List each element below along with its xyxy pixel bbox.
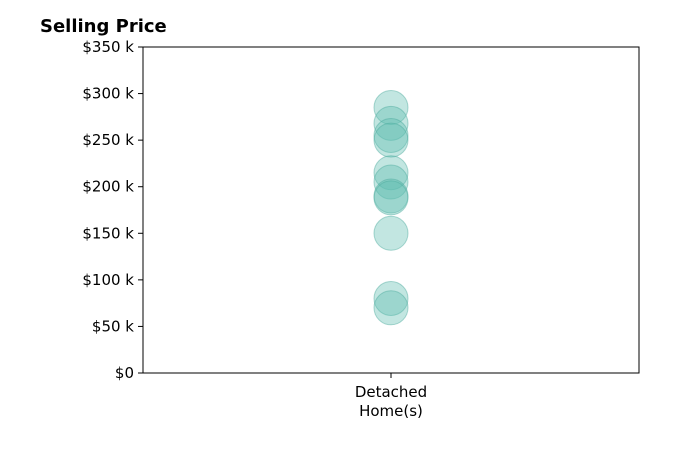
data-point [373, 178, 409, 214]
data-point [373, 215, 409, 251]
y-tick-label: $150 k [82, 224, 134, 242]
x-axis: Detached Home(s) [355, 373, 427, 420]
data-point [373, 117, 409, 153]
y-tick-label: $250 k [82, 131, 134, 149]
y-tick-label: $50 k [92, 317, 134, 335]
y-tick-label: $0 [115, 364, 134, 382]
data-point [373, 105, 409, 141]
data-point [373, 155, 409, 191]
y-tick-label: $200 k [82, 178, 134, 196]
chart-title: Selling Price [40, 16, 167, 37]
x-tick-label: Detached Home(s) [355, 383, 427, 420]
data-point [373, 180, 409, 216]
data-points [373, 90, 409, 326]
y-axis: $0 $50 k $100 k $150 k $200 k $250 k $300 k $35… [82, 38, 143, 382]
data-point [373, 90, 409, 126]
data-point [373, 164, 409, 200]
y-tick-label: $300 k [82, 85, 134, 103]
y-tick-label: $100 k [82, 271, 134, 289]
y-tick-label: $350 k [82, 38, 134, 56]
data-point [373, 280, 409, 316]
data-point [373, 290, 409, 326]
data-point [373, 122, 409, 158]
